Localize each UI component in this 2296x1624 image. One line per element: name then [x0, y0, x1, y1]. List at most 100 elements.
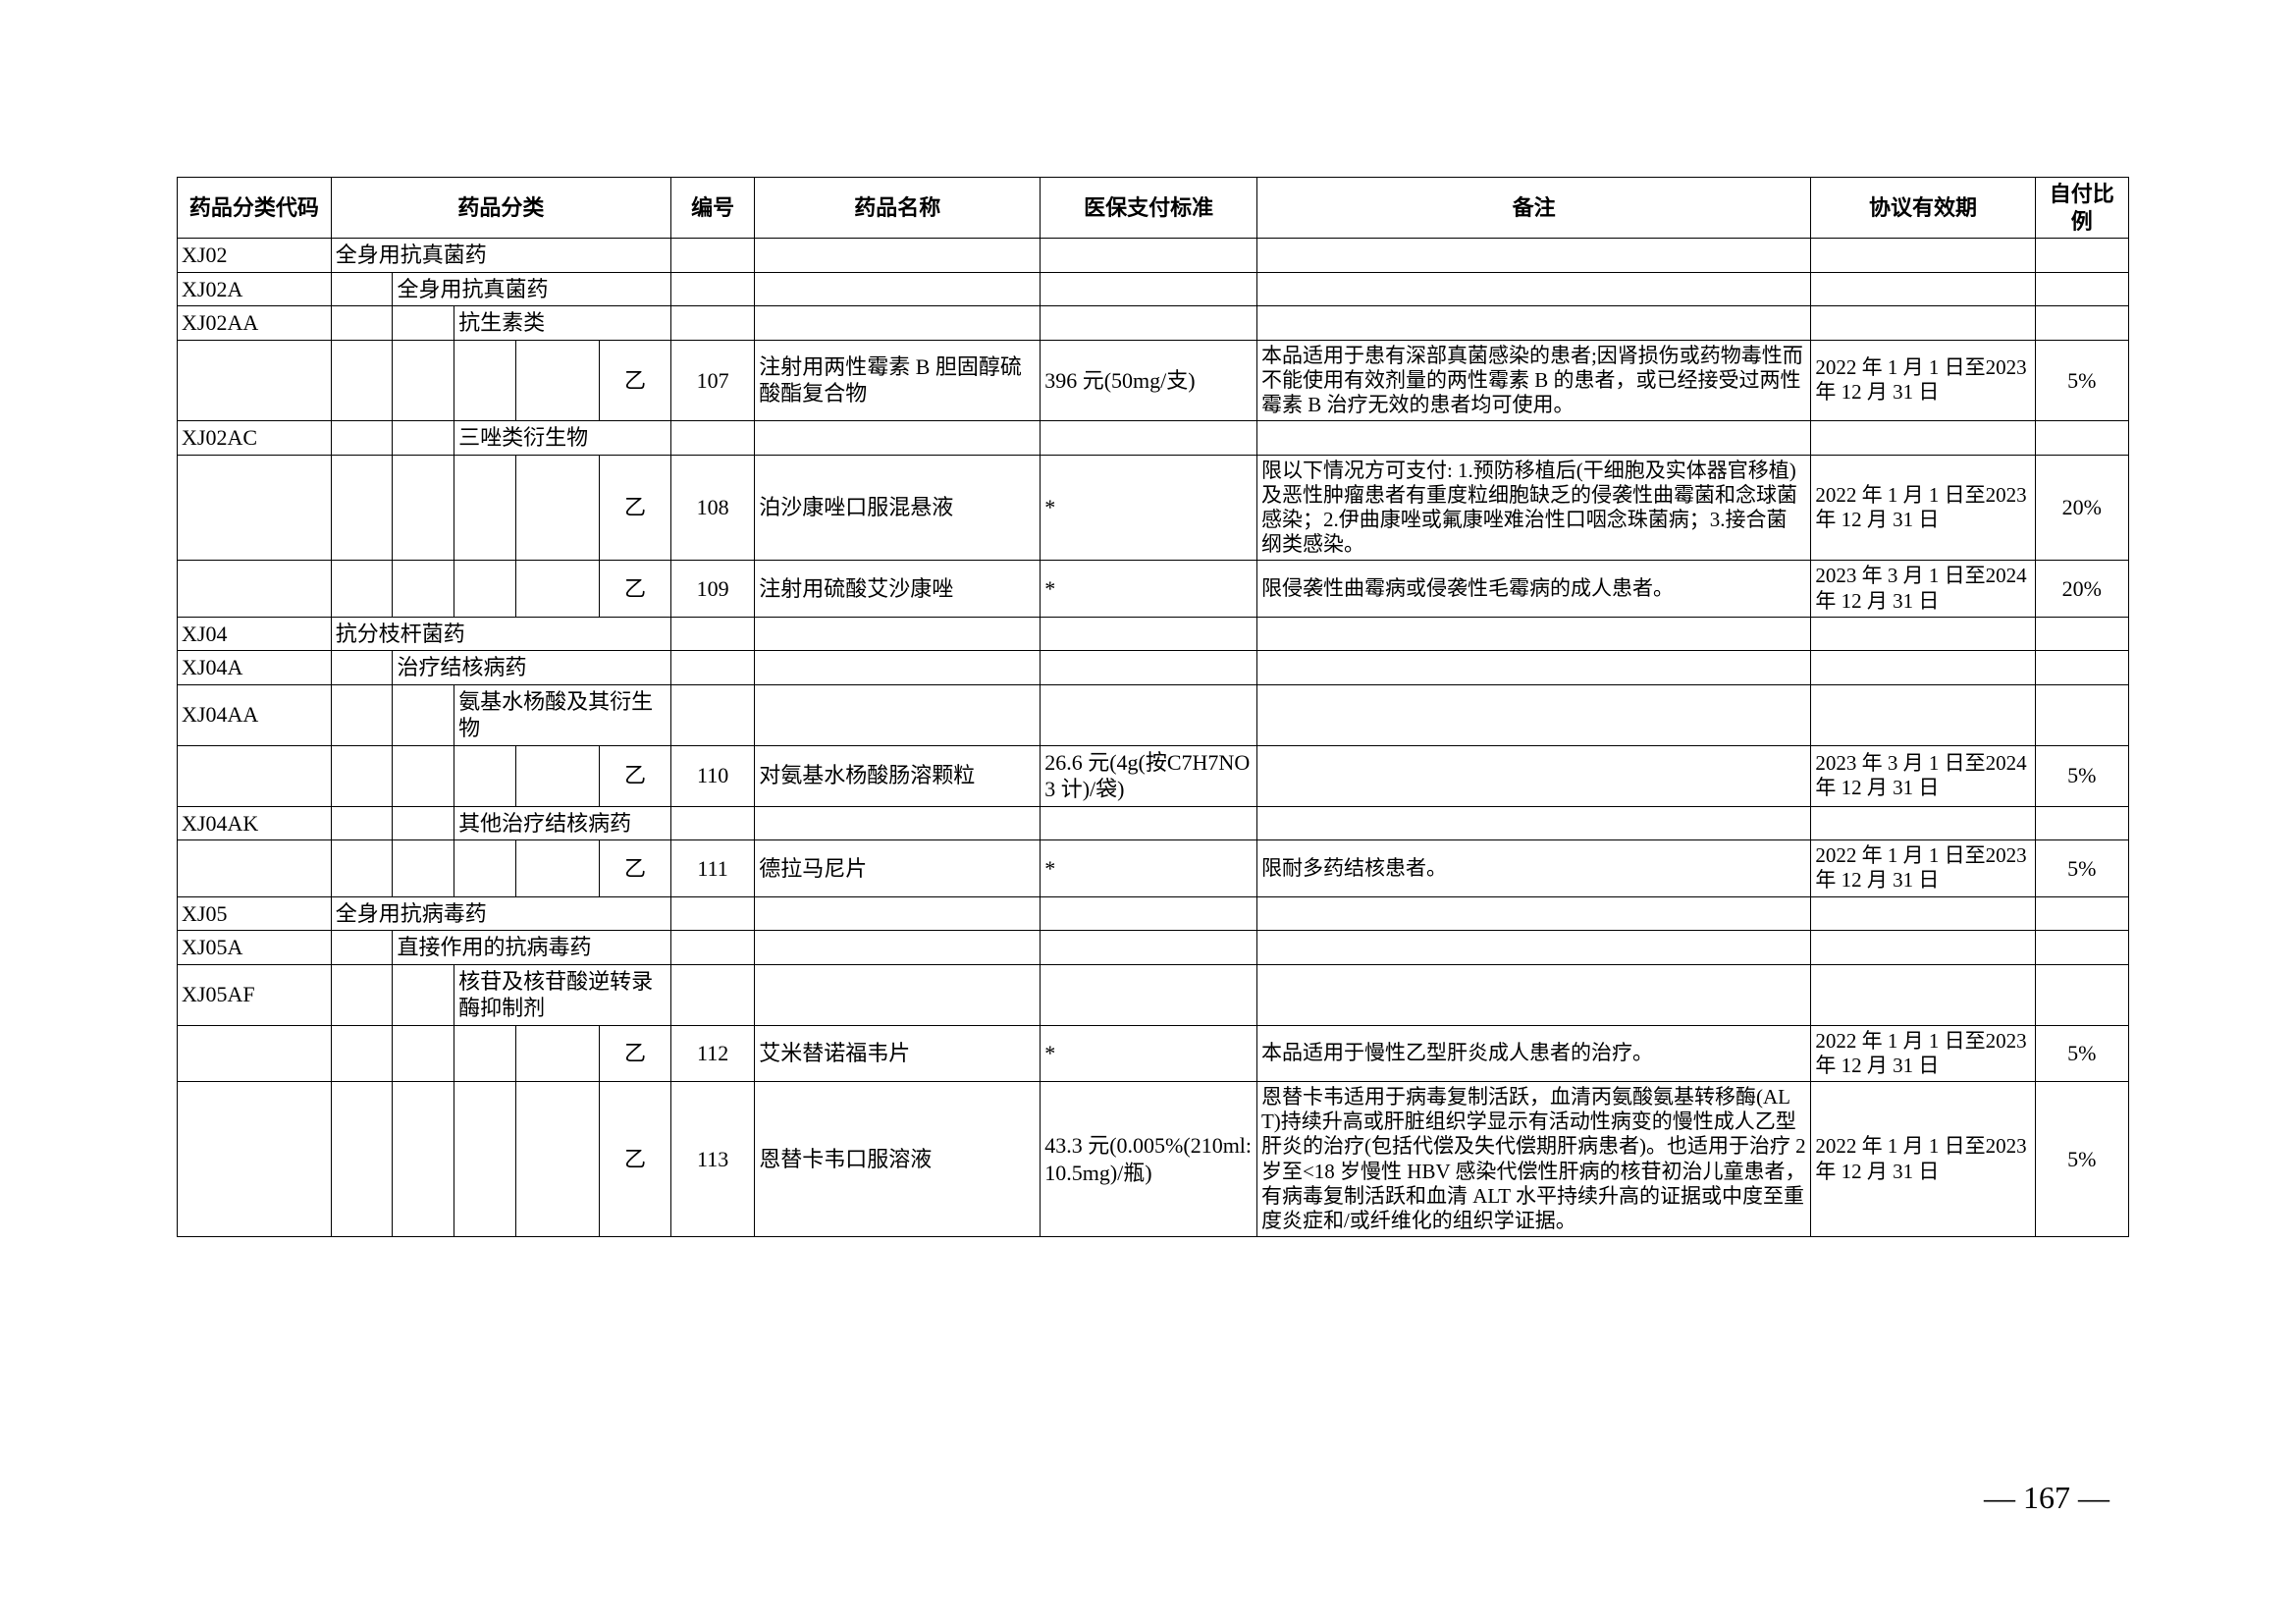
cell-empty: [2035, 684, 2128, 745]
cell-note: 限以下情况方可支付: 1.预防移植后(干细胞及实体器官移植)及恶性肿瘤患者有重度…: [1256, 455, 1810, 561]
cell-level: 乙: [600, 455, 671, 561]
cell-name: 恩替卡韦口服溶液: [755, 1081, 1041, 1236]
cell-note: 本品适用于患有深部真菌感染的患者;因肾损伤或药物毒性而不能使用有效剂量的两性霉素…: [1256, 340, 1810, 421]
cell-code: XJ02AC: [178, 421, 332, 456]
cell-indent: [454, 1025, 516, 1081]
cell-category: 其他治疗结核病药: [454, 806, 671, 840]
cell-empty: [1041, 272, 1257, 306]
cell-empty: [1256, 306, 1810, 341]
cell-empty: [755, 964, 1041, 1025]
cell-pay: 396 元(50mg/支): [1041, 340, 1257, 421]
cell-indent: [393, 1025, 454, 1081]
cell-empty: [1811, 239, 2035, 273]
cell-indent: [515, 1025, 599, 1081]
cell-indent: [454, 455, 516, 561]
cell-empty: [1256, 617, 1810, 651]
cell-indent: [393, 561, 454, 617]
cell-number: 108: [670, 455, 754, 561]
cell-indent: [331, 806, 393, 840]
cell-code: XJ02AA: [178, 306, 332, 341]
header-note: 备注: [1256, 178, 1810, 239]
cell-empty: [670, 306, 754, 341]
table-row: XJ02AC三唑类衍生物: [178, 421, 2129, 456]
cell-code: XJ05: [178, 896, 332, 931]
cell-empty: [670, 684, 754, 745]
cell-empty: [2035, 806, 2128, 840]
cell-empty: [2035, 239, 2128, 273]
cell-date: 2023 年 3 月 1 日至2024 年 12 月 31 日: [1811, 745, 2035, 806]
cell-empty: [670, 964, 754, 1025]
cell-indent: [331, 964, 393, 1025]
cell-level: 乙: [600, 840, 671, 896]
cell-empty: [1256, 806, 1810, 840]
cell-empty: [1811, 617, 2035, 651]
cell-code: XJ04A: [178, 651, 332, 685]
cell-ratio: 5%: [2035, 745, 2128, 806]
cell-indent: [331, 684, 393, 745]
cell-indent: [515, 745, 599, 806]
cell-empty: [755, 617, 1041, 651]
cell-indent: [393, 840, 454, 896]
cell-category: 全身用抗真菌药: [393, 272, 671, 306]
cell-code: [178, 840, 332, 896]
cell-empty: [670, 421, 754, 456]
cell-code: [178, 745, 332, 806]
cell-indent: [331, 340, 393, 421]
cell-number: 111: [670, 840, 754, 896]
cell-indent: [331, 840, 393, 896]
cell-pay: *: [1041, 455, 1257, 561]
cell-name: 艾米替诺福韦片: [755, 1025, 1041, 1081]
cell-empty: [670, 896, 754, 931]
cell-name: 注射用两性霉素 B 胆固醇硫酸酯复合物: [755, 340, 1041, 421]
cell-empty: [1041, 684, 1257, 745]
cell-empty: [755, 421, 1041, 456]
cell-category: 抗生素类: [454, 306, 671, 341]
cell-note: 本品适用于慢性乙型肝炎成人患者的治疗。: [1256, 1025, 1810, 1081]
cell-name: 注射用硫酸艾沙康唑: [755, 561, 1041, 617]
header-number: 编号: [670, 178, 754, 239]
cell-empty: [1041, 896, 1257, 931]
table-row: XJ04A治疗结核病药: [178, 651, 2129, 685]
cell-empty: [2035, 931, 2128, 965]
cell-indent: [454, 561, 516, 617]
cell-empty: [1811, 272, 2035, 306]
cell-empty: [2035, 617, 2128, 651]
cell-empty: [1811, 931, 2035, 965]
cell-empty: [670, 272, 754, 306]
cell-indent: [393, 340, 454, 421]
cell-empty: [2035, 651, 2128, 685]
cell-level: 乙: [600, 1025, 671, 1081]
cell-indent: [393, 1081, 454, 1236]
cell-indent: [393, 306, 454, 341]
cell-indent: [515, 561, 599, 617]
cell-empty: [1256, 651, 1810, 685]
cell-empty: [755, 806, 1041, 840]
cell-empty: [2035, 421, 2128, 456]
cell-ratio: 20%: [2035, 455, 2128, 561]
cell-empty: [1041, 964, 1257, 1025]
table-row: 乙113恩替卡韦口服溶液43.3 元(0.005%(210ml:10.5mg)/…: [178, 1081, 2129, 1236]
cell-empty: [755, 306, 1041, 341]
cell-empty: [2035, 896, 2128, 931]
cell-level: 乙: [600, 1081, 671, 1236]
cell-indent: [331, 1081, 393, 1236]
cell-ratio: 5%: [2035, 1081, 2128, 1236]
cell-code: [178, 455, 332, 561]
cell-empty: [1041, 931, 1257, 965]
cell-ratio: 5%: [2035, 1025, 2128, 1081]
cell-indent: [454, 745, 516, 806]
cell-empty: [755, 272, 1041, 306]
cell-ratio: 20%: [2035, 561, 2128, 617]
cell-note: 限耐多药结核患者。: [1256, 840, 1810, 896]
cell-indent: [331, 651, 393, 685]
cell-date: 2022 年 1 月 1 日至2023 年 12 月 31 日: [1811, 340, 2035, 421]
cell-empty: [1811, 964, 2035, 1025]
cell-number: 113: [670, 1081, 754, 1236]
cell-indent: [393, 964, 454, 1025]
cell-code: [178, 561, 332, 617]
cell-empty: [1811, 651, 2035, 685]
cell-empty: [1041, 617, 1257, 651]
cell-empty: [1256, 239, 1810, 273]
cell-category: 全身用抗真菌药: [331, 239, 670, 273]
cell-name: 对氨基水杨酸肠溶颗粒: [755, 745, 1041, 806]
